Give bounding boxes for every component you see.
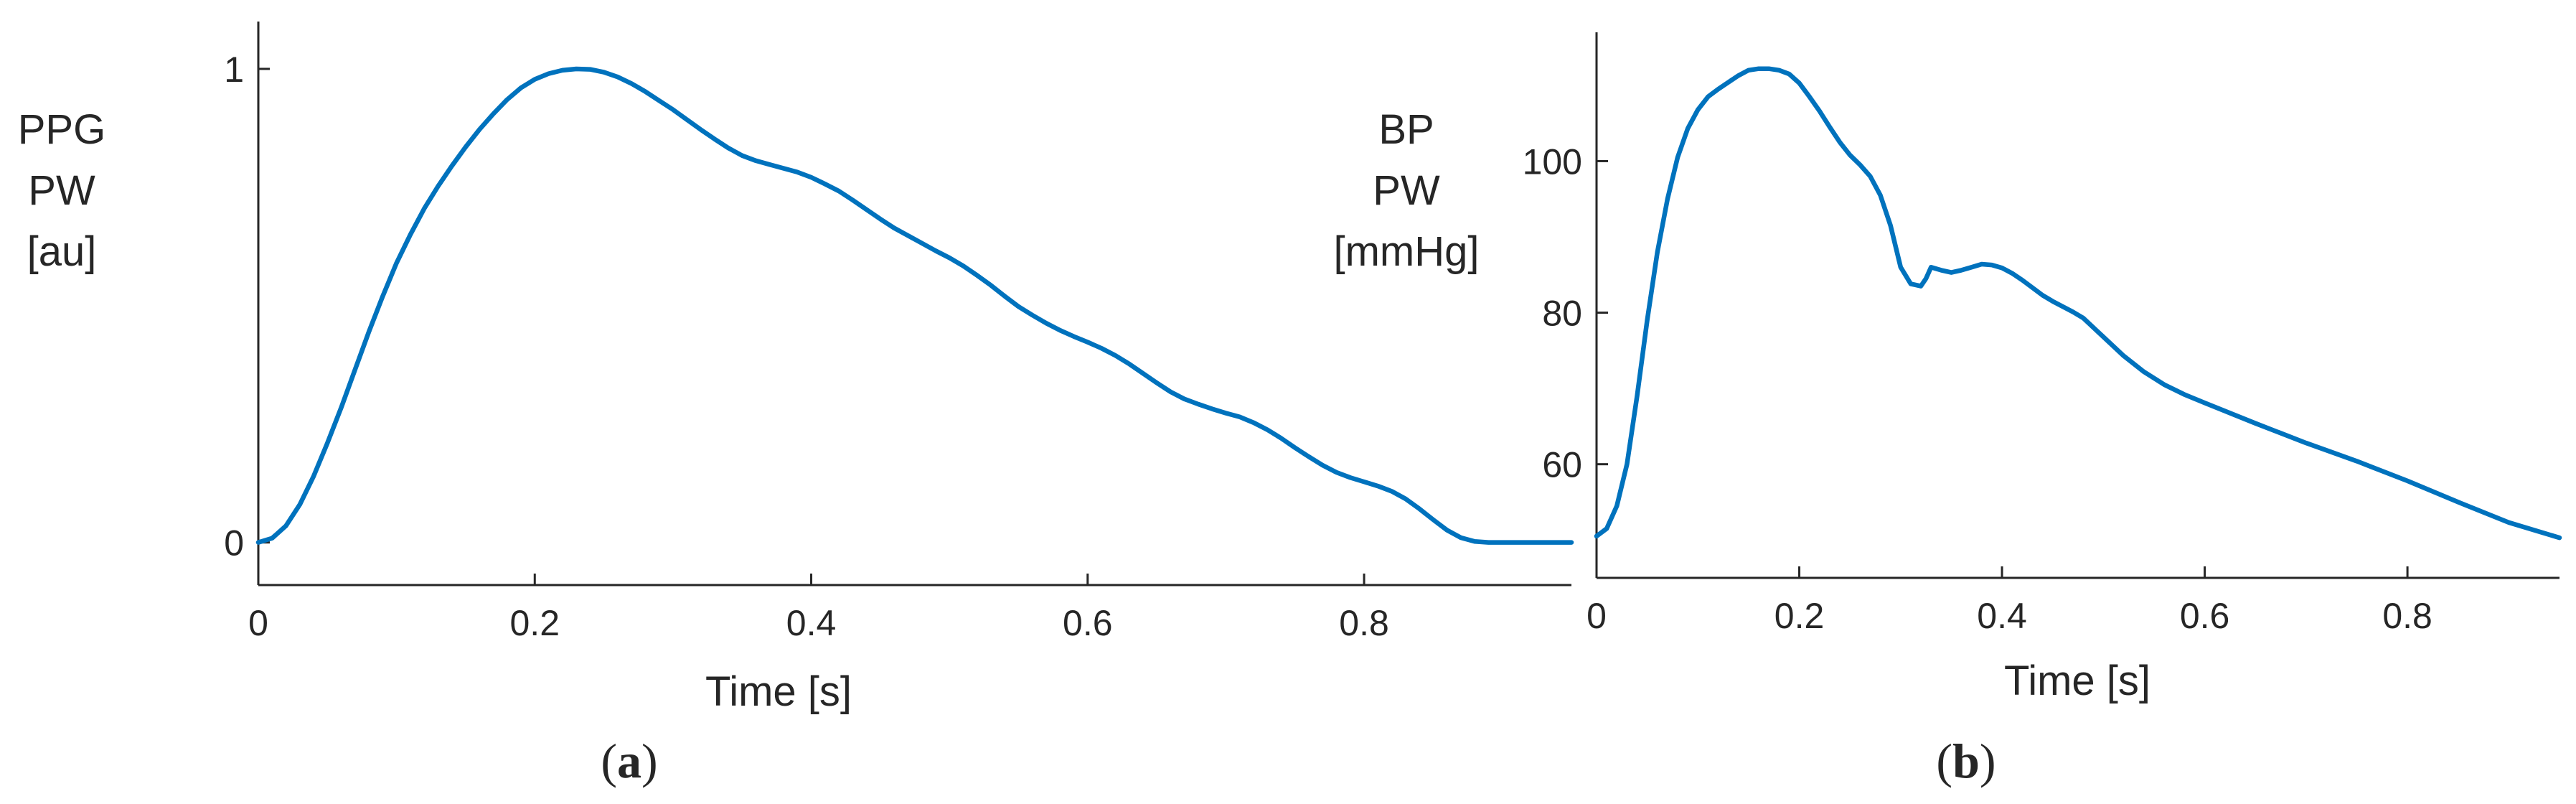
panel-a-x-tick-label: 0.4 <box>786 603 837 643</box>
panel-b-y-label-line-3: [mmHg] <box>1334 228 1480 275</box>
panel-a-x-tick-label: 0.8 <box>1339 603 1389 643</box>
panel-b-x-tick-label: 0.8 <box>2382 596 2432 636</box>
panel-b-caption-open: ( <box>1936 734 1952 788</box>
panel-b-y-tick-label: 60 <box>1542 445 1582 485</box>
panel-a-x-ticks: 0 0.2 0.4 0.6 0.8 <box>248 574 1389 643</box>
panel-a-caption-open: ( <box>601 734 617 788</box>
panel-b-x-ticks: 0 0.2 0.4 0.6 0.8 <box>1587 566 2432 636</box>
panel-a-caption-close: ) <box>641 734 658 788</box>
panel-b-y-ticks: 60 80 100 <box>1523 141 1608 485</box>
panel-b-y-tick-label: 80 <box>1542 294 1582 334</box>
panel-b-bp-series-line <box>1594 66 2562 541</box>
panel-a-x-tick-label: 0.2 <box>510 603 560 643</box>
panel-a-x-axis-label: Time [s] <box>705 668 852 715</box>
panel-b-caption: (b) <box>1936 734 1996 788</box>
panel-b: 0 0.2 0.4 0.6 0.8 60 80 100 Time [s] BP PW [mm… <box>1334 32 2562 788</box>
panel-a-y-tick-label: 0 <box>224 523 244 564</box>
panel-a-x-tick-label: 0.6 <box>1063 603 1113 643</box>
panel-b-x-tick-label: 0.2 <box>1774 596 1825 636</box>
panel-b-caption-letter: b <box>1952 734 1980 788</box>
panel-a-y-label-line-1: PPG <box>18 106 106 153</box>
panel-a-ppg-series-line <box>255 66 1574 545</box>
panel-a-y-ticks: 01 <box>224 50 270 564</box>
panel-a-caption: (a) <box>601 734 657 788</box>
panel-b-caption-close: ) <box>1980 734 1996 788</box>
panel-a-x-tick-label: 0 <box>248 603 268 643</box>
panel-b-y-label-line-1: BP <box>1378 106 1434 153</box>
panel-a-caption-letter: a <box>617 734 641 788</box>
panel-a: 0 0.2 0.4 0.6 0.8 01 Time [s] PPG PW [au] (a… <box>18 22 1574 788</box>
panel-a-y-label-line-3: [au] <box>27 228 97 275</box>
panel-a-y-tick-label: 1 <box>224 50 244 90</box>
panel-b-x-axis-label: Time [s] <box>2004 658 2150 704</box>
panel-b-y-label-line-2: PW <box>1373 167 1440 214</box>
panel-a-y-label-line-2: PW <box>28 167 95 214</box>
panel-b-x-tick-label: 0 <box>1587 596 1607 636</box>
panel-b-x-tick-label: 0.6 <box>2180 596 2230 636</box>
panel-b-x-tick-label: 0.4 <box>1977 596 2027 636</box>
panel-b-y-tick-label: 100 <box>1523 141 1582 182</box>
